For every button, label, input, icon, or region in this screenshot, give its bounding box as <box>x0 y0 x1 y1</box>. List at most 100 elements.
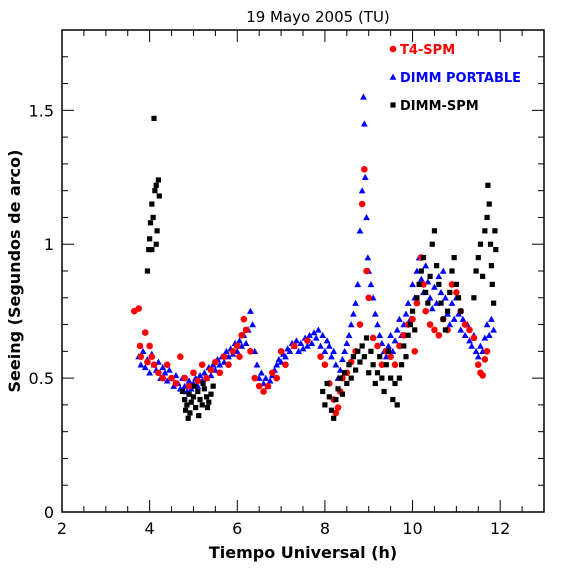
data-point <box>185 415 191 421</box>
data-point <box>411 348 419 355</box>
data-point <box>433 299 441 306</box>
data-point <box>310 329 318 336</box>
data-point <box>159 364 167 371</box>
data-point <box>337 375 343 381</box>
data-point <box>282 361 289 369</box>
data-point <box>146 369 154 376</box>
data-point <box>492 228 498 234</box>
data-point <box>216 361 224 368</box>
x-tick-label: 10 <box>402 519 422 538</box>
data-point <box>212 358 219 366</box>
data-point <box>314 326 322 333</box>
data-point <box>483 321 491 328</box>
data-point <box>458 308 464 314</box>
data-point <box>413 299 421 307</box>
data-point <box>194 377 202 385</box>
data-point <box>448 281 456 288</box>
legend-label: T4-SPM <box>400 43 455 58</box>
data-point <box>306 331 313 338</box>
data-point <box>348 375 354 381</box>
data-point <box>449 268 455 274</box>
data-point <box>326 394 332 400</box>
data-point <box>461 321 469 328</box>
data-point <box>317 353 324 360</box>
y-tick-label: 1.5 <box>29 101 54 120</box>
x-tick-label: 2 <box>57 519 67 538</box>
data-point <box>321 361 329 369</box>
data-point <box>400 331 408 339</box>
data-point <box>190 394 197 400</box>
data-point <box>155 177 161 183</box>
data-point <box>141 364 149 371</box>
data-point <box>420 255 427 261</box>
data-point <box>220 353 228 360</box>
data-point <box>199 402 205 408</box>
data-point <box>208 391 214 397</box>
data-point <box>371 310 379 317</box>
data-point <box>321 347 329 355</box>
data-point <box>439 267 447 274</box>
data-point <box>426 294 434 301</box>
data-point <box>409 280 416 288</box>
data-point <box>440 316 446 322</box>
data-point <box>159 374 167 382</box>
data-point <box>374 342 381 350</box>
data-point <box>136 342 144 350</box>
legend: T4-SPM DIMM PORTABLE DIMM-SPM <box>389 43 521 114</box>
data-point <box>385 348 392 354</box>
data-point <box>323 337 331 344</box>
data-point <box>466 337 473 344</box>
data-point <box>350 354 356 360</box>
data-point <box>322 402 328 408</box>
data-point <box>290 342 298 350</box>
data-point <box>413 267 421 274</box>
data-point <box>333 396 339 403</box>
data-point <box>249 321 257 328</box>
data-point <box>381 388 387 395</box>
data-point <box>282 353 289 360</box>
data-point <box>190 369 197 377</box>
x-tick-label: 6 <box>232 519 242 538</box>
data-point <box>435 331 443 339</box>
data-point <box>423 289 429 296</box>
data-point <box>364 254 372 261</box>
data-point <box>339 391 346 397</box>
data-point <box>474 361 482 369</box>
data-point <box>431 283 438 290</box>
data-point <box>412 327 418 333</box>
data-point <box>358 187 366 194</box>
data-point <box>488 263 495 269</box>
data-point <box>490 326 498 333</box>
data-point <box>156 193 162 199</box>
data-point <box>370 362 376 368</box>
data-point <box>391 361 399 369</box>
x-tick-label: 8 <box>320 519 330 538</box>
data-point <box>487 241 494 247</box>
data-point <box>286 347 294 355</box>
data-point <box>485 331 493 338</box>
data-point <box>389 347 397 355</box>
data-point <box>396 375 402 381</box>
data-point <box>482 228 488 234</box>
data-point <box>369 334 377 342</box>
data-point <box>355 348 361 354</box>
data-point <box>422 262 430 269</box>
data-point <box>210 383 216 389</box>
data-point <box>255 382 263 390</box>
data-point <box>325 342 333 349</box>
data-point <box>191 383 197 389</box>
data-point <box>198 361 206 369</box>
y-tick-label: 1 <box>44 235 54 254</box>
data-point <box>319 331 327 338</box>
data-point <box>367 280 375 288</box>
legend-label: DIMM PORTABLE <box>400 71 521 86</box>
data-point <box>149 246 155 253</box>
data-point <box>402 310 410 317</box>
data-point <box>359 343 365 349</box>
data-point <box>151 115 157 121</box>
data-point <box>442 327 449 333</box>
data-point <box>146 246 152 253</box>
data-point <box>450 315 458 322</box>
data-point <box>436 281 442 287</box>
data-point <box>481 356 489 363</box>
